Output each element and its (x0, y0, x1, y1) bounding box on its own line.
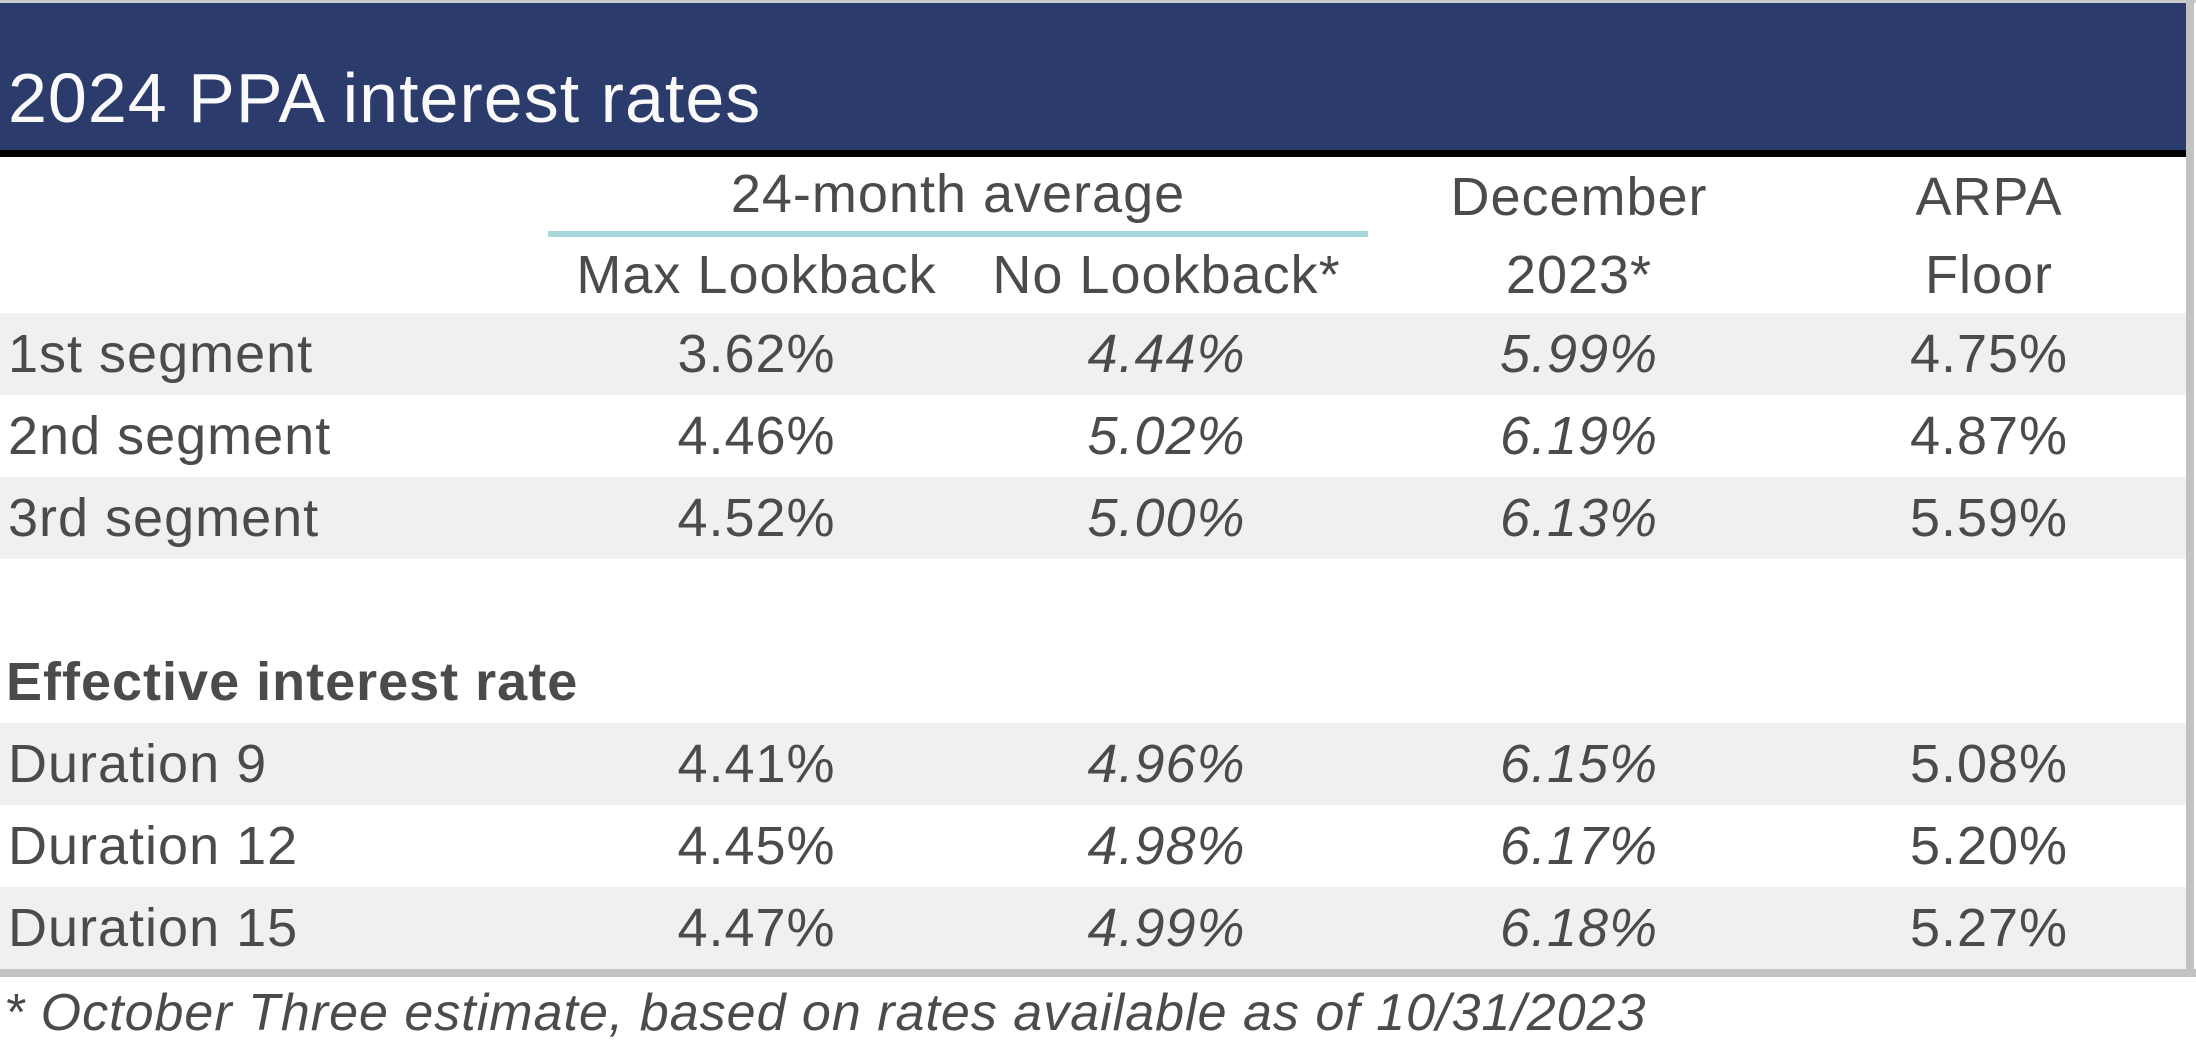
cell-arpa-floor: 5.59% (1909, 488, 2069, 548)
cell-no-lookback: 4.99% (1087, 898, 1246, 958)
row-label-cell: 3rd segment (8, 488, 320, 548)
column-header-arpa: ARPA (1915, 167, 2063, 227)
header-empty-cell (0, 157, 548, 237)
column-header-december: December (1450, 167, 1708, 227)
cell-no-lookback: 4.98% (1087, 816, 1246, 876)
page-title: 2024 PPA interest rates (8, 59, 762, 137)
title-bar: 2024 PPA interest rates (0, 3, 2188, 150)
cell-max-lookback: 3.62% (677, 324, 836, 384)
table-header-row-1: 24-month average December ARPA (0, 157, 2188, 237)
cell-december-2023: 5.99% (1499, 324, 1659, 384)
rates-table: 24-month average December ARPA Max Lookb… (0, 157, 2188, 969)
cell-max-lookback: 4.41% (677, 734, 836, 794)
cell-max-lookback: 4.45% (677, 816, 836, 876)
cell-max-lookback: 4.47% (677, 898, 836, 958)
cell-no-lookback: 5.00% (1087, 488, 1246, 548)
title-underline-rule (0, 150, 2188, 157)
cell-arpa-floor: 4.87% (1909, 406, 2069, 466)
cell-arpa-floor: 4.75% (1909, 324, 2069, 384)
table-row: 1st segment 3.62% 4.44% 5.99% 4.75% (0, 313, 2188, 395)
table-header-row-2: Max Lookback No Lookback* 2023* Floor (0, 237, 2188, 313)
table-row: 2nd segment 4.46% 5.02% 6.19% 4.87% (0, 395, 2188, 477)
cell-december-2023: 6.13% (1499, 488, 1659, 548)
column-header-2023: 2023* (1505, 245, 1653, 305)
cell-december-2023: 6.15% (1499, 734, 1659, 794)
table-row: Duration 12 4.45% 4.98% 6.17% 5.20% (0, 805, 2188, 887)
cell-arpa-floor: 5.20% (1909, 816, 2069, 876)
right-edge-border (2186, 0, 2194, 977)
cell-no-lookback: 4.96% (1087, 734, 1246, 794)
table-bottom-rule (0, 969, 2196, 977)
row-label-cell: 1st segment (8, 324, 314, 384)
table-row: Duration 15 4.47% 4.99% 6.18% 5.27% (0, 887, 2188, 969)
cell-december-2023: 6.19% (1499, 406, 1659, 466)
cell-no-lookback: 4.44% (1087, 324, 1246, 384)
cell-arpa-floor: 5.27% (1909, 898, 2069, 958)
cell-no-lookback: 5.02% (1087, 406, 1246, 466)
table-row: 3rd segment 4.52% 5.00% 6.13% 5.59% (0, 477, 2188, 559)
column-group-24-month-average: 24-month average (548, 157, 1368, 237)
column-header-max-lookback: Max Lookback (576, 245, 937, 305)
cell-december-2023: 6.17% (1499, 816, 1659, 876)
row-label-cell: Duration 9 (8, 734, 268, 794)
column-header-floor: Floor (1924, 245, 2054, 305)
row-label-cell: Duration 12 (8, 816, 299, 876)
cell-arpa-floor: 5.08% (1909, 734, 2069, 794)
blank-row (0, 559, 2188, 641)
cell-december-2023: 6.18% (1499, 898, 1659, 958)
table-row: Duration 9 4.41% 4.96% 6.15% 5.08% (0, 723, 2188, 805)
section-heading-effective-interest-rate: Effective interest rate (6, 652, 579, 712)
footnote: * October Three estimate, based on rates… (4, 984, 1647, 1042)
row-label-cell: 2nd segment (8, 406, 332, 466)
cell-max-lookback: 4.52% (677, 488, 836, 548)
duration-rows-group: Duration 9 4.41% 4.96% 6.15% 5.08% Duration 1… (0, 723, 2188, 969)
cell-max-lookback: 4.46% (677, 406, 836, 466)
column-header-no-lookback: No Lookback* (992, 245, 1341, 305)
segment-rows-group: 1st segment 3.62% 4.44% 5.99% 4.75% 2nd segme… (0, 313, 2188, 559)
top-edge-strip (0, 0, 2196, 3)
row-label-cell: Duration 15 (8, 898, 299, 958)
header-empty-cell (0, 237, 548, 313)
